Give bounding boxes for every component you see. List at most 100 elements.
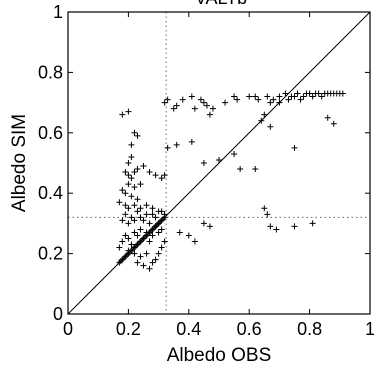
- data-point: [128, 141, 135, 148]
- data-point: [206, 223, 213, 230]
- data-point: [252, 93, 259, 100]
- data-point: [252, 166, 259, 173]
- data-point: [315, 90, 322, 97]
- data-point: [258, 117, 265, 124]
- x-tick-label: 0.6: [237, 319, 262, 339]
- data-point: [143, 202, 150, 209]
- x-tick-label: 0: [63, 319, 73, 339]
- data-point: [149, 211, 156, 218]
- data-point: [164, 96, 171, 103]
- y-axis-label: Albedo SIM: [9, 114, 30, 212]
- data-point: [216, 156, 222, 163]
- data-point: [149, 259, 156, 266]
- data-point: [191, 105, 198, 112]
- data-point: [161, 238, 168, 245]
- data-point: [318, 93, 325, 100]
- data-point: [185, 232, 192, 239]
- data-point: [237, 166, 244, 173]
- data-point: [158, 226, 165, 233]
- data-point: [140, 262, 147, 269]
- data-point: [131, 202, 138, 209]
- data-point: [146, 169, 153, 176]
- data-point: [206, 111, 213, 118]
- data-point: [122, 190, 129, 197]
- data-point: [146, 238, 153, 245]
- chart-title: VALTb: [195, 0, 247, 8]
- y-tick-label: 0.8: [38, 62, 63, 82]
- data-point: [309, 93, 316, 100]
- y-tick-label: 0: [53, 304, 63, 324]
- data-point: [234, 96, 241, 103]
- x-tick-label: 1: [365, 319, 374, 339]
- data-point: [270, 96, 277, 103]
- data-point: [134, 232, 141, 239]
- data-point: [122, 169, 129, 176]
- data-point: [137, 214, 144, 221]
- data-point: [339, 90, 346, 97]
- data-point: [128, 153, 135, 160]
- data-point: [306, 90, 313, 97]
- data-point: [140, 217, 147, 224]
- plot-frame: [67, 11, 371, 315]
- data-point: [173, 141, 180, 148]
- data-point: [131, 250, 138, 257]
- y-tick-label: 1: [53, 2, 63, 22]
- data-point: [161, 99, 168, 106]
- data-point: [176, 229, 183, 236]
- data-point: [267, 99, 274, 106]
- data-point: [134, 259, 141, 266]
- data-point: [125, 108, 132, 115]
- data-point: [119, 111, 126, 118]
- data-point: [137, 205, 144, 212]
- mean-lines: [68, 12, 370, 314]
- data-point: [134, 196, 141, 203]
- data-point: [122, 202, 129, 209]
- data-point: [255, 96, 262, 103]
- data-point: [297, 96, 304, 103]
- data-point: [128, 175, 135, 182]
- data-point: [197, 96, 204, 103]
- data-point: [134, 132, 141, 139]
- data-point: [137, 253, 144, 260]
- y-tick-label: 0.2: [38, 244, 63, 264]
- x-tick-label: 0.2: [116, 319, 141, 339]
- data-point: [128, 241, 135, 248]
- data-point: [164, 144, 171, 151]
- data-point: [291, 144, 298, 151]
- data-point: [149, 205, 156, 212]
- data-point: [125, 220, 132, 227]
- data-point: [131, 184, 138, 191]
- data-point: [294, 90, 301, 97]
- data-point: [173, 102, 180, 109]
- data-point: [149, 232, 156, 239]
- data-point: [161, 214, 168, 221]
- data-point: [291, 223, 298, 230]
- data-point: [273, 226, 280, 233]
- data-point: [125, 235, 132, 242]
- data-point: [131, 217, 138, 224]
- data-point: [261, 111, 268, 118]
- data-point: [161, 172, 168, 179]
- data-point: [188, 93, 195, 100]
- data-point: [146, 220, 153, 227]
- data-point: [231, 150, 238, 157]
- data-point: [203, 102, 210, 109]
- x-axis: 0 0.2 0.4 0.6 0.8 1: [63, 12, 374, 339]
- data-point: [309, 220, 316, 227]
- data-point: [261, 205, 268, 212]
- data-point: [152, 172, 159, 179]
- x-tick-label: 0.4: [176, 319, 201, 339]
- data-point: [179, 96, 186, 103]
- data-point: [276, 93, 283, 100]
- data-point: [131, 129, 138, 136]
- data-point: [158, 244, 165, 251]
- data-point: [267, 123, 274, 130]
- data-point: [125, 181, 132, 188]
- data-point: [122, 232, 129, 239]
- data-point: [291, 93, 298, 100]
- data-point: [191, 238, 198, 245]
- x-axis-label: Albedo OBS: [167, 345, 272, 366]
- data-point: [231, 93, 238, 100]
- data-point: [131, 229, 138, 236]
